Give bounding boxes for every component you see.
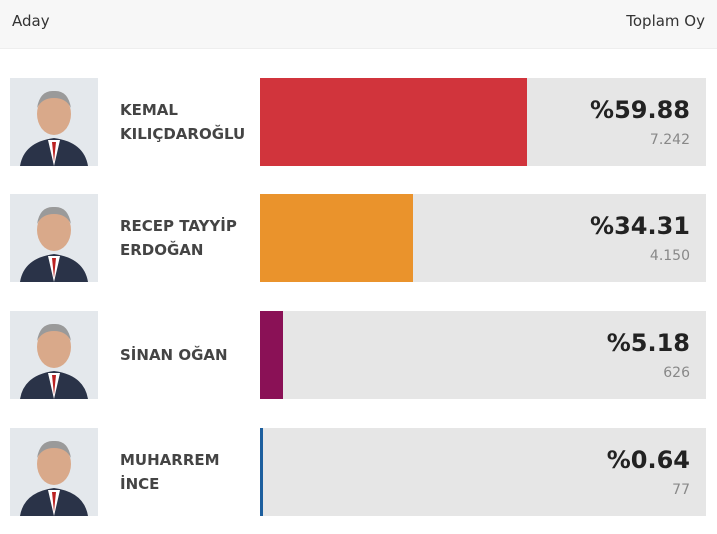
candidate-row: MUHARREM İNCE %0.64 77	[0, 428, 717, 516]
percent-label: %34.31	[590, 212, 690, 240]
bar-track: %34.31 4.150	[260, 194, 706, 282]
candidate-row: RECEP TAYYİP ERDOĞAN %34.31 4.150	[0, 194, 717, 282]
candidate-header: Aday	[12, 12, 50, 30]
percent-label: %5.18	[606, 329, 690, 357]
bar	[260, 194, 414, 282]
candidate-name: SİNAN OĞAN	[120, 346, 228, 364]
candidate-name: MUHARREM İNCE	[120, 451, 220, 493]
candidate-photo	[10, 78, 98, 166]
candidate-name: RECEP TAYYİP ERDOĞAN	[120, 217, 237, 259]
portrait	[10, 78, 98, 166]
candidate-row: KEMAL KILIÇDAROĞLU %59.88 7.242	[0, 78, 717, 166]
candidate-photo	[10, 194, 98, 282]
bar-track: %0.64 77	[260, 428, 706, 516]
portrait	[10, 311, 98, 399]
bar	[260, 78, 528, 166]
vote-count: 626	[663, 365, 690, 381]
vote-count: 77	[672, 482, 690, 498]
bar	[260, 311, 284, 399]
bar	[260, 428, 263, 516]
vote-count: 4.150	[649, 248, 690, 264]
bar-track: %59.88 7.242	[260, 78, 706, 166]
candidate-row: SİNAN OĞAN %5.18 626	[0, 311, 717, 399]
candidate-photo	[10, 428, 98, 516]
candidate-name: KEMAL KILIÇDAROĞLU	[120, 101, 246, 143]
bar-track: %5.18 626	[260, 311, 706, 399]
votes-header: Toplam Oy	[626, 12, 705, 30]
percent-label: %59.88	[590, 96, 690, 124]
portrait	[10, 194, 98, 282]
candidate-photo	[10, 311, 98, 399]
table-header: Aday Toplam Oy	[0, 0, 717, 49]
portrait	[10, 428, 98, 516]
percent-label: %0.64	[606, 446, 690, 474]
vote-count: 7.242	[649, 132, 690, 148]
